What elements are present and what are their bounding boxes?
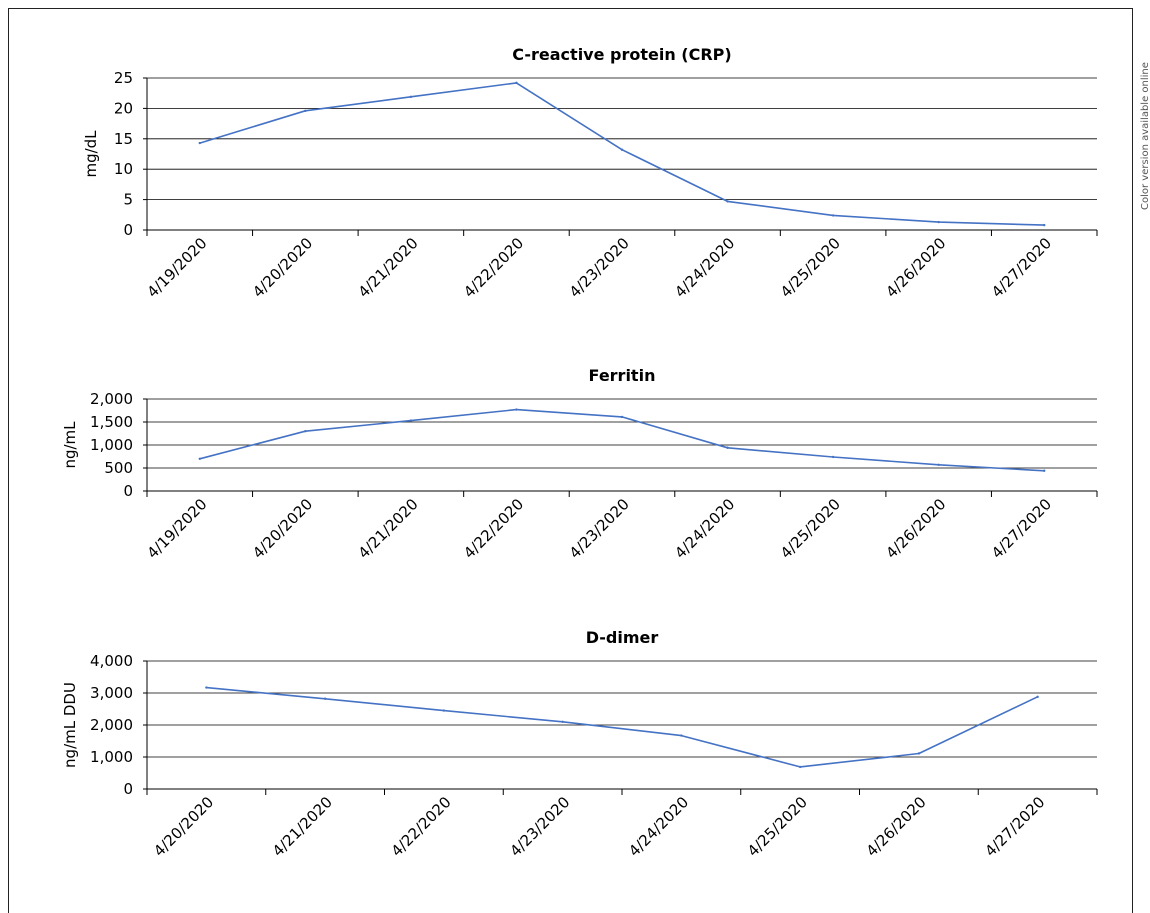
- chart-2-data-point: [620, 415, 624, 419]
- chart-3-data-point: [561, 720, 564, 723]
- chart-1-y-tick-label: 0: [123, 221, 133, 239]
- chart-2-x-tick-label: 4/23/2020: [566, 495, 633, 562]
- chart-3-title: D-dimer: [586, 628, 659, 647]
- chart-1-y-tick-label: 5: [123, 191, 133, 209]
- chart-2-data-point: [831, 455, 835, 459]
- chart-3-x-tick-label: 4/26/2020: [863, 793, 930, 860]
- chart-3-data-point: [798, 765, 802, 769]
- chart-3-x-tick-label: 4/20/2020: [150, 793, 217, 860]
- chart-2-title: Ferritin: [589, 366, 656, 385]
- chart-2-y-tick-label: 2,000: [90, 390, 133, 408]
- chart-1-x-tick-label: 4/19/2020: [143, 234, 210, 301]
- chart-3-data-point: [1036, 695, 1039, 699]
- chart-1-x-tick-label: 4/27/2020: [988, 234, 1055, 301]
- chart-3-x-tick-label: 4/23/2020: [506, 793, 573, 860]
- chart-2-data-point: [515, 408, 518, 411]
- chart-3-x-tick-label: 4/24/2020: [625, 793, 692, 860]
- chart-3-x-tick-label: 4/22/2020: [388, 793, 455, 860]
- chart-2-x-tick-label: 4/27/2020: [988, 495, 1055, 562]
- chart-3-y-tick-label: 4,000: [90, 652, 133, 670]
- chart-1-x-tick-label: 4/26/2020: [882, 234, 949, 301]
- chart-1-data-point: [726, 200, 729, 203]
- chart-2-y-tick-label: 1,000: [90, 436, 133, 454]
- figure-frame: [8, 8, 1133, 913]
- chart-3-data-point: [323, 697, 327, 700]
- chart-3-x-tick-label: 4/21/2020: [269, 793, 336, 860]
- chart-3-data-point: [442, 709, 446, 712]
- chart-2-y-tick-label: 1,500: [90, 413, 133, 431]
- chart-1-data-point: [409, 95, 413, 99]
- chart-3-y-tick-label: 0: [123, 780, 133, 798]
- chart-1-data-point: [198, 141, 201, 145]
- chart-1-y-tick-label: 25: [114, 69, 133, 87]
- chart-2-data-point: [1043, 469, 1046, 472]
- chart-3-series-line: [206, 686, 1038, 768]
- chart-1-x-tick-label: 4/24/2020: [671, 234, 738, 301]
- chart-1-data-point: [515, 81, 518, 85]
- chart-2-x-tick-label: 4/25/2020: [777, 495, 844, 562]
- chart-1-y-axis-label: mg/dL: [82, 130, 100, 178]
- chart-1-y-tick-label: 20: [114, 99, 133, 117]
- chart-2-data-point: [304, 430, 307, 433]
- chart-2-y-tick-label: 0: [123, 482, 133, 500]
- chart-2-x-tick-label: 4/24/2020: [671, 495, 738, 562]
- chart-3-data-point: [205, 686, 208, 689]
- chart-2-x-tick-label: 4/21/2020: [355, 495, 422, 562]
- chart-3-data-point: [917, 752, 921, 755]
- chart-1-y-tick-label: 15: [114, 130, 133, 148]
- chart-1-data-point: [1043, 223, 1046, 227]
- chart-2-data-point: [726, 446, 729, 449]
- chart-3-y-tick-label: 2,000: [90, 716, 133, 734]
- chart-1-x-tick-label: 4/20/2020: [249, 234, 316, 301]
- chart-3-y-tick-label: 3,000: [90, 684, 133, 702]
- chart-1-data-point: [937, 220, 940, 224]
- chart-2-x-tick-label: 4/20/2020: [249, 495, 316, 562]
- chart-3-y-axis-label: ng/mL DDU: [61, 682, 79, 768]
- chart-1-x-tick-label: 4/22/2020: [460, 234, 527, 301]
- chart-2-y-tick-label: 500: [104, 459, 133, 477]
- chart-1-data-point: [620, 148, 624, 151]
- chart-1-data-point: [304, 109, 307, 113]
- chart-1-x-tick-label: 4/21/2020: [355, 234, 422, 301]
- chart-3-x-tick-label: 4/25/2020: [744, 793, 811, 860]
- chart-2-data-point: [937, 463, 940, 466]
- chart-1-x-tick-label: 4/23/2020: [566, 234, 633, 301]
- chart-2-x-tick-label: 4/19/2020: [143, 495, 210, 562]
- chart-3-y-tick-label: 1,000: [90, 748, 133, 766]
- chart-1-series-line: [199, 82, 1045, 226]
- chart-3-data-point: [680, 734, 683, 737]
- chart-1-y-tick-label: 10: [114, 160, 133, 178]
- chart-1-title: C-reactive protein (CRP): [512, 45, 731, 64]
- chart-2-data-point: [409, 419, 413, 422]
- chart-2-x-tick-label: 4/26/2020: [882, 495, 949, 562]
- chart-2-x-tick-label: 4/22/2020: [460, 495, 527, 562]
- chart-3-x-tick-label: 4/27/2020: [981, 793, 1048, 860]
- chart-1-data-point: [831, 214, 835, 217]
- chart-2-y-axis-label: ng/mL: [61, 421, 79, 469]
- chart-1-x-tick-label: 4/25/2020: [777, 234, 844, 301]
- chart-2-data-point: [198, 457, 201, 460]
- chart-2-series-line: [199, 408, 1045, 472]
